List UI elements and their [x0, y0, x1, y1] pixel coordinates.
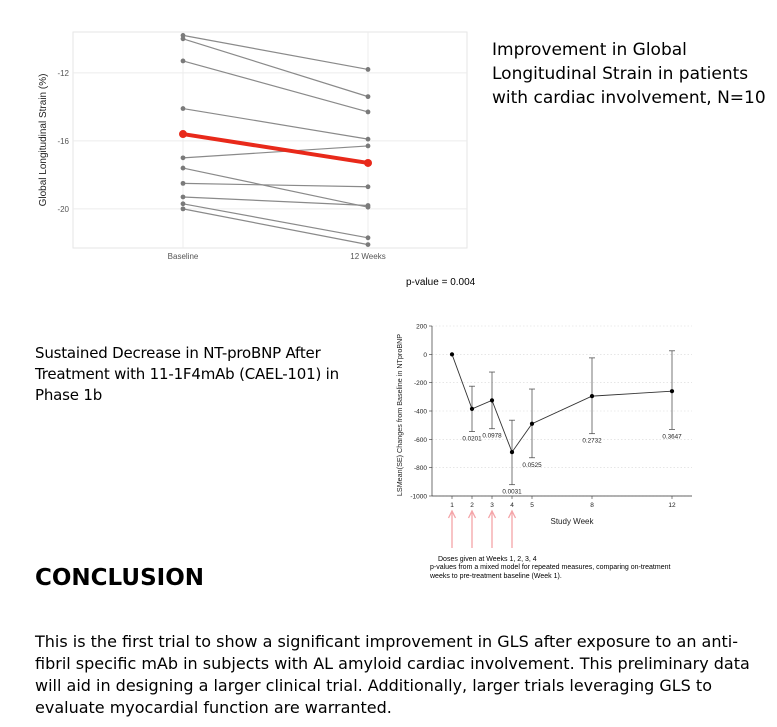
mean-point [179, 130, 187, 139]
patient-point [365, 242, 371, 247]
bnp-x-tick-label: 4 [510, 502, 514, 509]
patient-point [180, 180, 186, 186]
bnp-y-tick-label: -800 [414, 465, 427, 472]
bnp-x-axis-label: Study Week [551, 517, 595, 526]
bnp-point [509, 449, 515, 455]
bnp-y-tick-label: 200 [416, 324, 427, 331]
patient-line [182, 145, 369, 159]
gls-chart-title: Improvement in Global Longitudinal Strai… [492, 40, 766, 108]
bnp-point [469, 406, 475, 411]
pvalue-label: 0.0031 [502, 489, 522, 496]
bnp-x-tick-label: 3 [490, 502, 494, 509]
patient-line [182, 196, 369, 207]
gls-y-tick-label: -20 [57, 205, 69, 214]
patient-point [365, 203, 371, 208]
patient-line [182, 182, 369, 188]
gls-y-tick-label: -12 [57, 69, 69, 78]
patient-line [182, 167, 369, 208]
patient-point [365, 67, 371, 72]
gls-pvalue: p-value = 0.004 [406, 277, 476, 288]
dose-arrow-head [507, 509, 517, 519]
conclusion-text: This is the first trial to show a signif… [35, 632, 750, 717]
bnp-point [489, 398, 495, 403]
patient-point [180, 106, 186, 111]
patient-point [365, 184, 371, 190]
gls-plot-panel [72, 31, 468, 249]
patient-point [365, 143, 371, 149]
gls-x-tick-label: Baseline [168, 252, 199, 261]
patient-line [182, 107, 369, 140]
bnp-point [529, 421, 535, 426]
bnp-x-tick-label: 12 [668, 502, 676, 509]
bnp-y-tick-label: -600 [414, 437, 427, 444]
patient-point [180, 155, 186, 161]
gls-x-tick-label: 12 Weeks [350, 252, 385, 261]
pvalue-label: 0.0201 [462, 436, 482, 443]
patient-line [182, 34, 369, 71]
bnp-y-tick-label: -1000 [410, 494, 427, 501]
pvalue-label: 0.2732 [582, 438, 602, 445]
patient-point [180, 36, 186, 42]
patient-point [180, 165, 186, 171]
bnp-y-tick-label: -200 [414, 380, 427, 387]
ntprobnp-chart-title: Sustained Decrease in NT-proBNP After Tr… [35, 344, 339, 404]
bnp-point [449, 352, 455, 357]
patient-point [180, 58, 186, 64]
pvalue-note: p-values from a mixed model for repeated… [430, 564, 671, 580]
patient-point [180, 206, 186, 212]
conclusion-heading: CONCLUSION [35, 565, 204, 591]
patient-line [182, 203, 369, 239]
patient-point [180, 33, 186, 38]
patient-line [182, 38, 369, 98]
gls-chart: -12 -16 -20 Baseline 12 Weeks Global Longitud… [38, 31, 468, 261]
bnp-y-tick-label: -400 [414, 409, 427, 416]
patient-point [365, 94, 371, 100]
bnp-x-tick-label: 1 [450, 502, 454, 509]
bnp-x-tick-label: 8 [590, 502, 594, 509]
gls-y-axis-label: Global Longitudinal Strain (%) [38, 74, 49, 207]
bnp-x-tick-label: 2 [470, 502, 474, 509]
patient-line [182, 208, 369, 246]
dose-arrow-head [467, 509, 477, 519]
dose-note: Doses given at Weeks 1, 2, 3, 4 [438, 556, 537, 563]
pvalue-label: 0.3647 [662, 433, 682, 440]
mean-point [364, 158, 372, 167]
bnp-x-tick-label: 5 [530, 502, 534, 509]
patient-point [365, 109, 371, 115]
dose-arrow-head [487, 509, 497, 519]
patient-line [182, 60, 369, 113]
patient-point [365, 235, 371, 241]
pvalue-label: 0.0978 [482, 433, 502, 440]
patient-point [180, 201, 186, 207]
patient-point [365, 136, 371, 142]
mean-line [182, 132, 369, 165]
bnp-y-axis-label: LSMean(SE) Changes from Baseline in NTpr… [395, 334, 404, 496]
bnp-point [669, 389, 675, 394]
bnp-y-tick-label: 0 [423, 352, 427, 359]
patient-point [180, 194, 186, 200]
dose-arrow-head [447, 509, 457, 519]
gls-y-tick-label: -16 [57, 137, 69, 146]
pvalue-label: 0.0525 [522, 462, 542, 469]
bnp-point [589, 394, 595, 399]
